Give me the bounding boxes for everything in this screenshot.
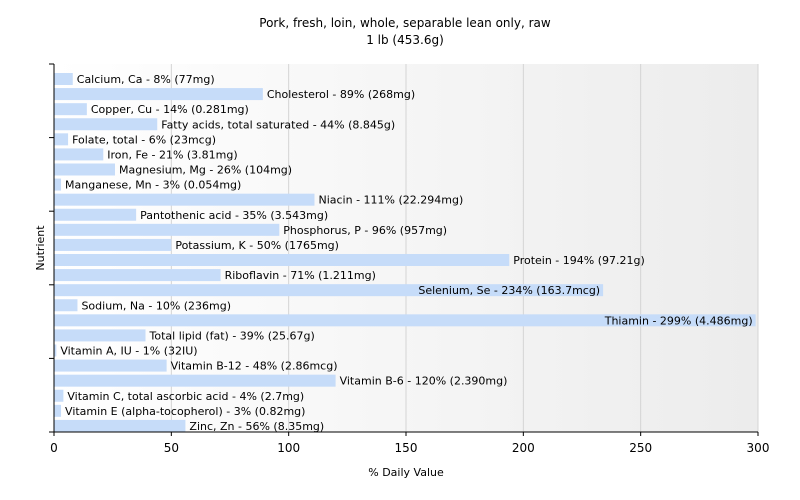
bar-3 — [54, 118, 158, 131]
x-axis-label: % Daily Value — [368, 466, 444, 479]
bar-21 — [54, 389, 64, 402]
bar-label-0: Calcium, Ca - 8% (77mg) — [77, 73, 215, 86]
bar-label-7: Manganese, Mn - 3% (0.054mg) — [65, 179, 241, 192]
bar-18 — [54, 344, 57, 357]
bar-12 — [54, 254, 510, 266]
bar-22 — [54, 404, 62, 417]
bar-label-17: Total lipid (fat) - 39% (25.67g) — [149, 329, 315, 342]
bar-2 — [54, 103, 87, 116]
bar-15 — [54, 299, 78, 312]
bar-7 — [54, 178, 62, 191]
bar-label-14: Selenium, Se - 234% (163.7mcg) — [418, 284, 600, 297]
bar-1 — [54, 88, 263, 101]
bars — [54, 73, 756, 432]
y-axis-label: Nutrient — [34, 225, 47, 271]
bar-0 — [54, 73, 73, 85]
bar-label-15: Sodium, Na - 10% (236mg) — [81, 299, 231, 312]
bar-label-16: Thiamin - 299% (4.486mg) — [604, 314, 753, 327]
bar-8 — [54, 193, 315, 206]
x-tick-label-200: 200 — [512, 441, 535, 455]
bar-label-9: Pantothenic acid - 35% (3.543mg) — [140, 209, 328, 222]
x-tick-label-0: 0 — [50, 441, 58, 455]
bar-11 — [54, 238, 172, 251]
bar-13 — [54, 269, 221, 282]
bar-label-12: Protein - 194% (97.21g) — [513, 254, 645, 267]
bar-16 — [54, 314, 756, 327]
bar-label-6: Magnesium, Mg - 26% (104mg) — [119, 164, 292, 177]
bar-label-23: Zinc, Zn - 56% (8.35mg) — [189, 420, 324, 433]
chart-subtitle: 1 lb (453.6g) — [366, 33, 444, 47]
chart-title: Pork, fresh, loin, whole, separable lean… — [259, 16, 551, 30]
axes — [49, 63, 758, 433]
bar-label-11: Potassium, K - 50% (1765mg) — [175, 239, 339, 252]
bar-label-5: Iron, Fe - 21% (3.81mg) — [107, 148, 237, 161]
bar-9 — [54, 208, 137, 221]
x-tick-labels: 0 50 100 150 200 250 300 — [50, 441, 769, 455]
bar-4 — [54, 133, 69, 146]
x-tick-label-100: 100 — [277, 441, 300, 455]
x-tick-label-50: 50 — [164, 441, 179, 455]
bar-label-10: Phosphorus, P - 96% (957mg) — [283, 224, 447, 237]
bar-label-3: Fatty acids, total saturated - 44% (8.84… — [161, 118, 395, 131]
bar-label-20: Vitamin B-6 - 120% (2.390mg) — [340, 375, 508, 388]
bar-17 — [54, 329, 146, 342]
bar-10 — [54, 223, 280, 236]
x-tick-label-300: 300 — [747, 441, 770, 455]
bar-label-8: Niacin - 111% (22.294mg) — [318, 194, 463, 207]
bar-19 — [54, 359, 167, 372]
bar-label-22: Vitamin E (alpha-tocopherol) - 3% (0.82m… — [65, 405, 305, 418]
bar-6 — [54, 163, 116, 176]
x-tick-label-250: 250 — [629, 441, 652, 455]
bar-label-19: Vitamin B-12 - 48% (2.86mcg) — [171, 360, 338, 373]
bar-23 — [54, 419, 186, 432]
bar-14 — [54, 284, 604, 297]
bar-20 — [54, 374, 336, 387]
bar-label-1: Cholesterol - 89% (268mg) — [267, 88, 415, 101]
bar-label-4: Folate, total - 6% (23mcg) — [72, 133, 216, 146]
bar-label-13: Riboflavin - 71% (1.211mg) — [225, 269, 376, 282]
bar-5 — [54, 148, 104, 161]
bar-label-2: Copper, Cu - 14% (0.281mg) — [91, 103, 249, 116]
x-tick-label-150: 150 — [395, 441, 418, 455]
bar-label-18: Vitamin A, IU - 1% (32IU) — [60, 345, 197, 358]
bar-label-21: Vitamin C, total ascorbic acid - 4% (2.7… — [67, 390, 304, 403]
bar-labels: Calcium, Ca - 8% (77mg) Cholesterol - 89%… — [60, 73, 752, 433]
